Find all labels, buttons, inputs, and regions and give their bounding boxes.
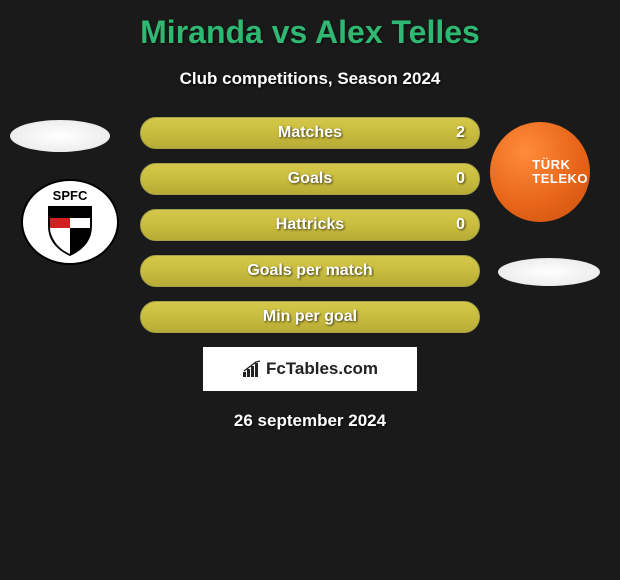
stat-label: Min per goal: [263, 308, 357, 326]
stat-label: Goals per match: [247, 262, 372, 280]
stat-label: Goals: [288, 170, 332, 188]
stat-row-min-per-goal: Min per goal: [140, 301, 480, 333]
stat-label: Hattricks: [276, 216, 344, 234]
stat-label: Matches: [278, 124, 342, 142]
page-title: Miranda vs Alex Telles: [0, 0, 620, 51]
stat-row-matches: Matches 2: [140, 117, 480, 149]
stat-value-right: 0: [456, 216, 465, 234]
stat-row-hattricks: Hattricks 0: [140, 209, 480, 241]
bar-chart-icon: [242, 360, 262, 378]
stat-value-right: 0: [456, 170, 465, 188]
page-subtitle: Club competitions, Season 2024: [0, 69, 620, 89]
stat-value-right: 2: [456, 124, 465, 142]
stat-row-goals: Goals 0: [140, 163, 480, 195]
watermark-text: FcTables.com: [266, 359, 378, 379]
watermark: FcTables.com: [203, 347, 417, 391]
stats-area: Matches 2 Goals 0 Hattricks 0 Goals per …: [0, 117, 620, 431]
footer-date: 26 september 2024: [0, 411, 620, 431]
stat-row-goals-per-match: Goals per match: [140, 255, 480, 287]
